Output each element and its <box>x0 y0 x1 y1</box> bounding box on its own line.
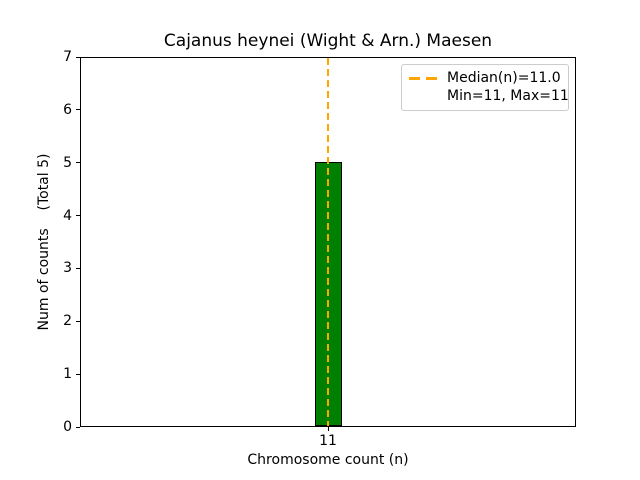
legend-entry-median: Median(n)=11.0 <box>409 70 561 87</box>
median-line <box>327 58 329 426</box>
y-tick-label: 2 <box>63 313 72 330</box>
legend-label-median: Median(n)=11.0 <box>447 70 561 87</box>
y-axis-label: Num of counts (Total 5) <box>36 153 52 331</box>
y-tick-mark <box>76 109 80 111</box>
plot-area: Median(n)=11.0 Min=11, Max=11 <box>80 57 576 427</box>
y-tick-label: 5 <box>63 154 72 171</box>
y-tick-mark <box>76 373 80 375</box>
chart-title: Cajanus heynei (Wight & Arn.) Maesen <box>163 31 493 51</box>
y-tick-mark <box>76 215 80 217</box>
x-tick-mark <box>327 427 329 431</box>
x-axis-label: Chromosome count (n) <box>247 452 409 468</box>
y-tick-label: 1 <box>63 366 72 383</box>
y-tick-label: 0 <box>63 419 72 435</box>
y-tick-label: 3 <box>63 260 72 277</box>
legend: Median(n)=11.0 Min=11, Max=11 <box>401 64 569 111</box>
y-tick-label: 4 <box>63 207 72 224</box>
y-tick-mark <box>76 162 80 164</box>
empty-handle <box>409 95 437 98</box>
y-tick-mark <box>76 320 80 322</box>
y-tick-mark <box>76 426 80 428</box>
y-tick-label: 7 <box>63 49 72 65</box>
legend-entry-minmax: Min=11, Max=11 <box>409 88 569 105</box>
legend-label-minmax: Min=11, Max=11 <box>447 87 569 104</box>
x-tick-label: 11 <box>319 433 337 449</box>
y-tick-mark <box>76 267 80 269</box>
y-tick-label: 6 <box>63 101 72 118</box>
y-tick-mark <box>76 56 80 58</box>
dashed-line-icon <box>409 77 437 81</box>
